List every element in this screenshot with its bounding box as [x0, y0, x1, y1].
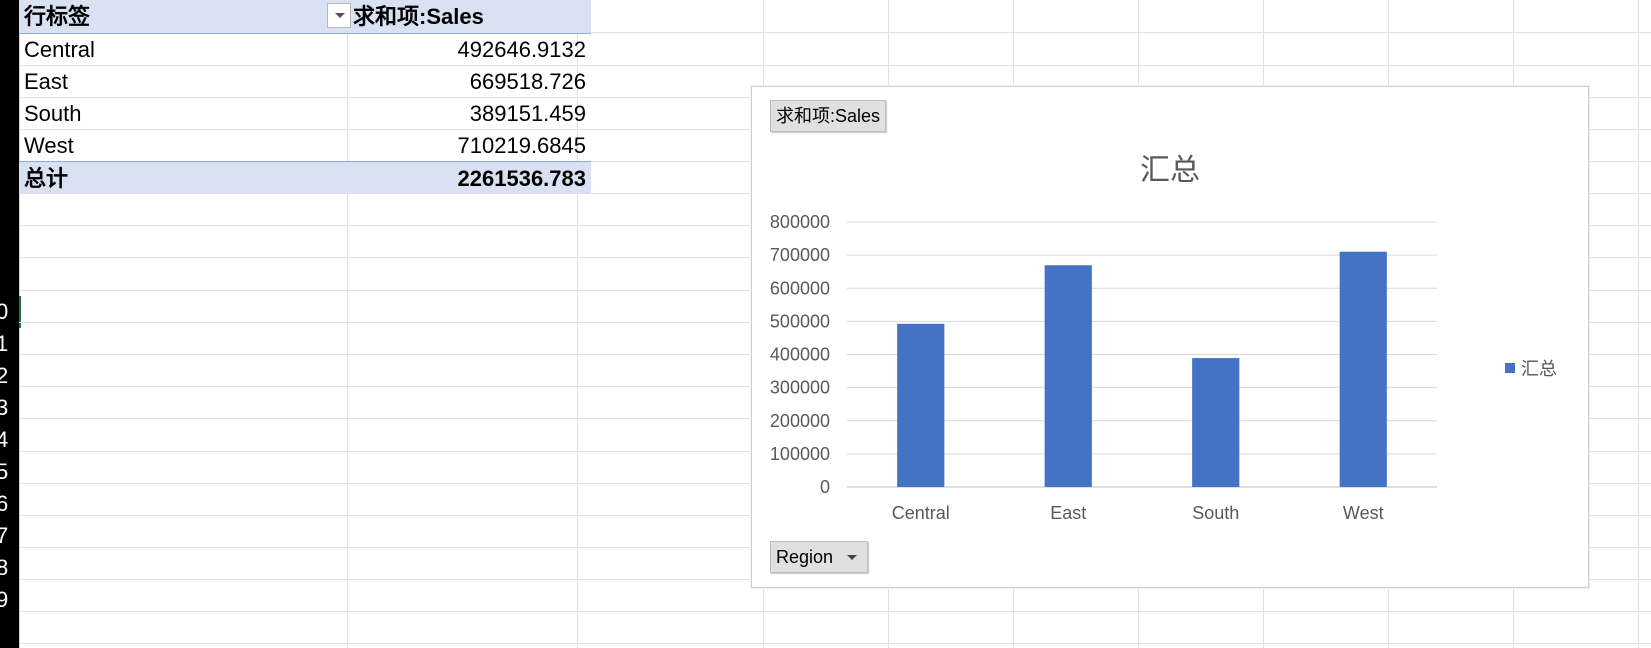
- legend-swatch: [1505, 363, 1515, 373]
- row-number[interactable]: 0: [0, 296, 21, 328]
- chart-legend[interactable]: 汇总: [1505, 355, 1557, 381]
- pivot-total-value[interactable]: 2261536.783: [457, 166, 586, 191]
- pivot-row-label[interactable]: East: [24, 69, 69, 94]
- pivot-row[interactable]: Central 492646.9132: [19, 33, 591, 66]
- bar: [897, 323, 945, 487]
- bar: [1192, 358, 1240, 487]
- y-tick-label: 800000: [770, 212, 830, 232]
- row-number[interactable]: 8: [0, 555, 9, 580]
- pivot-row[interactable]: East 669518.726: [19, 65, 591, 98]
- row-number[interactable]: 1: [0, 331, 9, 356]
- pivot-row-value[interactable]: 669518.726: [469, 69, 586, 94]
- pivot-value-header[interactable]: 求和项:Sales: [353, 4, 484, 29]
- y-tick-label: 200000: [770, 411, 830, 431]
- pivot-row-value[interactable]: 710219.6845: [457, 133, 586, 158]
- row-number[interactable]: 4: [0, 427, 9, 452]
- y-tick-label: 700000: [770, 245, 830, 265]
- row-header: 0 1 2 3 4 5 6 7 8 9: [0, 0, 21, 648]
- x-category-label: South: [1192, 503, 1239, 523]
- bar: [1339, 251, 1387, 487]
- x-category-label: West: [1343, 503, 1384, 523]
- pivot-row[interactable]: West 710219.6845: [19, 129, 591, 162]
- pivot-header-row: 行标签 求和项:Sales: [19, 0, 591, 34]
- row-number[interactable]: 6: [0, 491, 9, 516]
- bar: [1044, 265, 1092, 487]
- region-field-button[interactable]: Region: [770, 541, 869, 573]
- row-number[interactable]: 9: [0, 587, 9, 612]
- pivot-row-label[interactable]: South: [24, 101, 82, 126]
- pivot-total-label[interactable]: 总计: [24, 166, 69, 191]
- pivot-row[interactable]: South 389151.459: [19, 97, 591, 130]
- chart-title[interactable]: 汇总: [1140, 153, 1200, 188]
- region-field-label: Region: [776, 547, 834, 567]
- y-tick-label: 0: [820, 477, 830, 497]
- row-number[interactable]: 7: [0, 523, 9, 548]
- y-tick-label: 500000: [770, 311, 830, 331]
- row-number[interactable]: 2: [0, 363, 9, 388]
- chevron-down-icon: [847, 555, 858, 560]
- row-number[interactable]: 5: [0, 459, 9, 484]
- legend-label: 汇总: [1521, 359, 1557, 380]
- y-tick-label: 100000: [770, 444, 830, 464]
- value-field-button[interactable]: 求和项:Sales: [770, 100, 887, 132]
- pivot-row-label[interactable]: Central: [24, 37, 95, 62]
- pivot-chart[interactable]: 求和项:Sales 汇总 0 100000 200000 300000 400000 50…: [751, 86, 1589, 588]
- pivot-total-row[interactable]: 总计 2261536.783: [19, 161, 591, 194]
- pivot-row-value[interactable]: 492646.9132: [457, 37, 586, 62]
- x-category-label: Central: [892, 503, 950, 523]
- pivot-row-label-header[interactable]: 行标签: [24, 4, 91, 29]
- plot-area[interactable]: 0 100000 200000 300000 400000 500000 600000 700…: [752, 87, 1588, 587]
- y-tick-label: 300000: [770, 378, 830, 398]
- row-label-filter-dropdown[interactable]: [327, 3, 351, 28]
- x-category-label: East: [1050, 503, 1086, 523]
- y-tick-label: 400000: [770, 345, 830, 365]
- pivot-row-value[interactable]: 389151.459: [469, 101, 586, 126]
- pivot-row-label[interactable]: West: [24, 133, 74, 158]
- y-tick-label: 600000: [770, 278, 830, 298]
- row-number[interactable]: 3: [0, 395, 9, 420]
